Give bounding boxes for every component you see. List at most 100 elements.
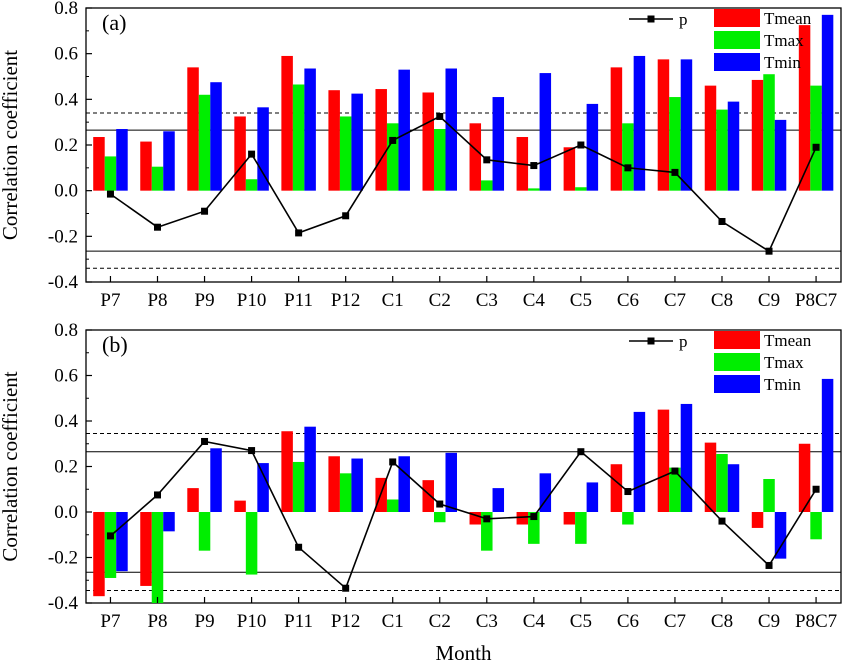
p-point-c1	[389, 136, 397, 144]
p-point-c9	[765, 247, 773, 255]
bar-tmin-c7	[680, 403, 693, 512]
y-tick-label: 0.0	[54, 181, 78, 202]
p-point-c8	[718, 217, 726, 225]
legend-label-tmax: Tmax	[764, 353, 804, 372]
y-tick-label: -0.2	[48, 548, 78, 569]
bar-tmin-c3	[492, 488, 505, 512]
x-tick-label-c5: C5	[570, 290, 592, 311]
x-tick-label-c8: C8	[711, 611, 733, 632]
legend-label-tmin: Tmin	[764, 53, 801, 72]
x-tick-label-c5: C5	[570, 611, 592, 632]
bar-tmax-p12	[339, 473, 352, 512]
x-tick-label-p10: P10	[237, 290, 267, 311]
legend-label-tmax: Tmax	[764, 31, 804, 50]
p-point-p10	[248, 447, 256, 455]
bar-tmin-p8c7	[821, 378, 834, 512]
legend-p-marker	[647, 15, 655, 23]
legend-label-p: p	[679, 10, 688, 29]
bar-tmin-p12	[351, 458, 363, 512]
bar-tmax-p8	[151, 512, 164, 603]
p-point-c4	[530, 513, 538, 521]
bar-tmax-c2	[433, 512, 446, 523]
x-tick-label-p9: P9	[195, 290, 215, 311]
x-tick-label-p8: P8	[147, 611, 167, 632]
legend-swatch-tmin	[714, 53, 760, 71]
bar-tmean-p10	[234, 116, 246, 191]
bar-tmax-c8	[716, 453, 728, 512]
x-tick-label-p7: P7	[100, 611, 120, 632]
legend-label-p: p	[679, 332, 688, 351]
bar-tmin-p8	[163, 512, 175, 532]
p-point-p8c7	[812, 143, 820, 151]
bar-tmax-p9	[198, 512, 211, 551]
x-tick-label-p11: P11	[284, 611, 313, 632]
bar-tmin-c9	[774, 119, 787, 191]
p-point-c6	[624, 164, 632, 172]
p-point-c3	[483, 515, 491, 523]
bar-tmin-p8c7	[821, 14, 834, 191]
bar-tmin-c3	[492, 97, 505, 191]
bar-tmax-p8	[151, 166, 164, 191]
bar-tmax-c5	[575, 512, 587, 544]
bar-tmin-p10	[257, 463, 269, 512]
p-point-p7	[106, 532, 114, 540]
x-tick-label-c8: C8	[711, 290, 733, 311]
x-tick-label-c9: C9	[758, 611, 780, 632]
p-point-p11	[295, 543, 303, 551]
y-axis-title: Correlation coefficient	[0, 371, 22, 561]
bar-tmean-c1	[375, 89, 387, 191]
bar-tmin-c2	[445, 68, 457, 191]
bar-tmean-p11	[281, 431, 293, 512]
legend-swatch-tmax	[714, 353, 760, 371]
bar-tmin-c1	[398, 69, 410, 191]
p-point-p10	[248, 150, 256, 158]
bar-tmin-p12	[351, 93, 363, 191]
p-point-c2	[436, 112, 444, 120]
panel-b: -0.4 -0.2 0.0 0.2 0.4 0.6 0.8 P7 P8 P9 P10 P11 P12 C1…	[0, 320, 842, 665]
bar-tmean-c5	[563, 512, 576, 525]
p-point-p8	[154, 491, 162, 499]
bar-tmin-p10	[257, 107, 269, 191]
bar-tmean-p11	[281, 55, 293, 191]
bar-tmean-p7	[93, 512, 105, 597]
bar-tmin-p8	[163, 131, 175, 191]
bar-tmin-c7	[680, 59, 693, 191]
bar-tmin-c6	[633, 55, 646, 191]
p-point-c2	[436, 500, 444, 508]
x-axis-title: Month	[435, 641, 492, 665]
panel-label: (a)	[102, 10, 126, 35]
bar-tmean-p9	[187, 67, 199, 191]
p-point-p9	[201, 437, 209, 445]
p-point-c7	[671, 467, 679, 475]
y-tick-label: 0.8	[54, 0, 78, 19]
bar-tmin-c5	[586, 103, 599, 191]
y-tick-label: -0.4	[48, 272, 79, 293]
x-tick-label-p8c7: P8C7	[795, 290, 837, 311]
bar-tmean-p10	[234, 500, 246, 512]
bar-tmin-c2	[445, 452, 457, 512]
bar-tmax-c6	[622, 512, 634, 525]
bar-tmax-c2	[433, 129, 446, 191]
bar-tmax-c9	[763, 74, 775, 191]
bar-tmin-c1	[398, 456, 410, 512]
bar-tmean-c9	[751, 512, 764, 528]
p-point-c1	[389, 458, 397, 466]
legend-label-tmin: Tmin	[764, 375, 801, 394]
bar-tmax-c3	[481, 512, 493, 551]
x-tick-label-c7: C7	[664, 611, 686, 632]
bar-tmax-c5	[575, 187, 587, 191]
bar-tmin-p7	[116, 512, 128, 572]
bar-tmax-c7	[669, 97, 681, 191]
bar-tmean-c4	[516, 512, 529, 525]
bar-tmin-c9	[774, 512, 787, 559]
legend-swatch-tmax	[714, 31, 760, 49]
bar-tmax-p10	[245, 512, 258, 575]
legend-swatch-tmean	[714, 331, 760, 349]
p-point-c3	[483, 156, 491, 164]
p-point-p12	[342, 584, 350, 592]
p-point-c4	[530, 162, 538, 170]
bar-tmean-c7	[657, 59, 670, 191]
bar-tmin-p7	[116, 129, 128, 191]
legend-label-tmean: Tmean	[764, 331, 812, 350]
